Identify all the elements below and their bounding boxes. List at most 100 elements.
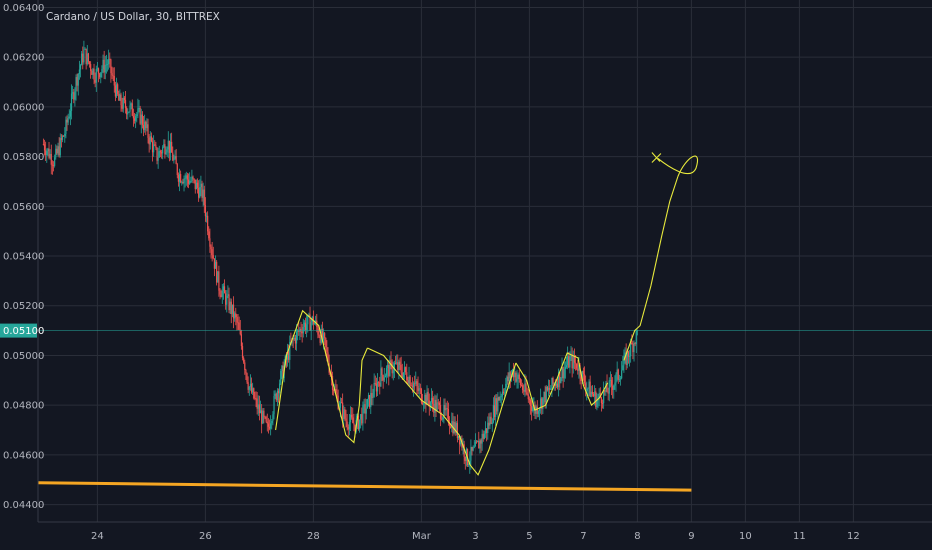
candle-body[interactable] <box>288 351 290 360</box>
candle-body[interactable] <box>63 135 65 137</box>
candle-body[interactable] <box>416 381 418 386</box>
candle-body[interactable] <box>388 364 390 377</box>
candle-body[interactable] <box>163 144 165 148</box>
candle-body[interactable] <box>149 136 151 145</box>
candle-body[interactable] <box>263 410 265 417</box>
candle-body[interactable] <box>104 64 106 73</box>
candle-body[interactable] <box>135 116 137 121</box>
candle-body[interactable] <box>441 418 443 420</box>
candle-body[interactable] <box>574 362 577 364</box>
candle-body[interactable] <box>79 65 82 70</box>
candle-body[interactable] <box>471 446 473 451</box>
candle-body[interactable] <box>308 314 310 316</box>
candle-body[interactable] <box>243 357 245 363</box>
candle-body[interactable] <box>212 255 214 259</box>
candle-body[interactable] <box>232 304 235 319</box>
candle-body[interactable] <box>583 374 586 384</box>
candle-body[interactable] <box>360 414 362 420</box>
candle-body[interactable] <box>411 385 413 388</box>
candle-body[interactable] <box>615 373 617 383</box>
candle-body[interactable] <box>210 246 212 250</box>
candle-body[interactable] <box>76 77 78 86</box>
candle-body[interactable] <box>577 368 579 371</box>
candle-body[interactable] <box>568 356 570 368</box>
candle-body[interactable] <box>218 271 220 291</box>
candle-body[interactable] <box>87 53 89 62</box>
candle-body[interactable] <box>374 382 376 384</box>
candle-body[interactable] <box>492 405 494 423</box>
candle-body[interactable] <box>194 179 196 190</box>
candle-body[interactable] <box>96 68 98 70</box>
candle-body[interactable] <box>46 151 48 156</box>
candle-body[interactable] <box>74 91 76 100</box>
candle-body[interactable] <box>92 68 94 75</box>
candle-body[interactable] <box>86 53 88 65</box>
candle-body[interactable] <box>353 423 355 425</box>
candle-body[interactable] <box>567 356 569 366</box>
candle-body[interactable] <box>394 363 397 364</box>
support-trendline[interactable] <box>37 481 692 492</box>
candle-body[interactable] <box>495 398 497 417</box>
candle-body[interactable] <box>70 93 73 111</box>
candle-body[interactable] <box>429 402 431 407</box>
candle-body[interactable] <box>475 441 478 443</box>
candle-body[interactable] <box>255 398 257 400</box>
candle-body[interactable] <box>190 180 192 182</box>
candle-body[interactable] <box>236 317 238 323</box>
candle-body[interactable] <box>444 405 446 411</box>
candle-body[interactable] <box>237 322 239 324</box>
candle-body[interactable] <box>145 121 147 129</box>
candle-body[interactable] <box>106 64 109 66</box>
candle-body[interactable] <box>258 404 260 414</box>
candle-body[interactable] <box>559 372 561 383</box>
candle-body[interactable] <box>486 428 488 434</box>
candle-body[interactable] <box>219 290 221 295</box>
candle-body[interactable] <box>156 147 158 161</box>
projection-curve[interactable] <box>623 176 679 361</box>
candle-body[interactable] <box>504 392 506 394</box>
candle-body[interactable] <box>550 388 552 390</box>
candle-body[interactable] <box>578 364 580 371</box>
candle-body[interactable] <box>619 378 622 380</box>
candle-body[interactable] <box>315 320 317 324</box>
candle-body[interactable] <box>381 368 383 376</box>
candle-body[interactable] <box>418 388 420 391</box>
candle-body[interactable] <box>93 68 95 80</box>
candle-body[interactable] <box>617 369 619 380</box>
candle-body[interactable] <box>61 135 64 140</box>
candle-body[interactable] <box>488 422 490 426</box>
candle-body[interactable] <box>178 174 181 182</box>
candle-body[interactable] <box>155 145 157 148</box>
candle-body[interactable] <box>625 352 627 365</box>
candle-body[interactable] <box>403 367 406 373</box>
candle-body[interactable] <box>456 423 458 439</box>
candle-body[interactable] <box>158 151 160 158</box>
candle-body[interactable] <box>110 59 112 74</box>
candle-body[interactable] <box>627 351 629 357</box>
candle-body[interactable] <box>591 391 593 395</box>
candle-body[interactable] <box>600 397 602 404</box>
candle-body[interactable] <box>447 409 449 424</box>
candle-body[interactable] <box>64 133 66 137</box>
candle-body[interactable] <box>527 394 529 400</box>
candle-body[interactable] <box>624 352 626 357</box>
candle-body[interactable] <box>547 387 550 391</box>
candle-body[interactable] <box>51 164 53 166</box>
candle-body[interactable] <box>279 383 281 394</box>
candle-body[interactable] <box>223 286 226 294</box>
candle-body[interactable] <box>595 391 597 407</box>
candle-body[interactable] <box>524 383 526 392</box>
candle-body[interactable] <box>522 385 524 390</box>
candle-body[interactable] <box>234 313 236 319</box>
candle-body[interactable] <box>532 407 534 411</box>
candle-body[interactable] <box>127 112 129 115</box>
candle-body[interactable] <box>438 403 440 406</box>
candle-body[interactable] <box>55 148 57 158</box>
candle-body[interactable] <box>481 433 483 444</box>
candle-body[interactable] <box>519 379 521 386</box>
candle-body[interactable] <box>379 382 381 387</box>
candle-body[interactable] <box>238 322 240 330</box>
candle-body[interactable] <box>569 356 571 368</box>
candle-body[interactable] <box>327 352 329 364</box>
candle-body[interactable] <box>497 397 499 412</box>
